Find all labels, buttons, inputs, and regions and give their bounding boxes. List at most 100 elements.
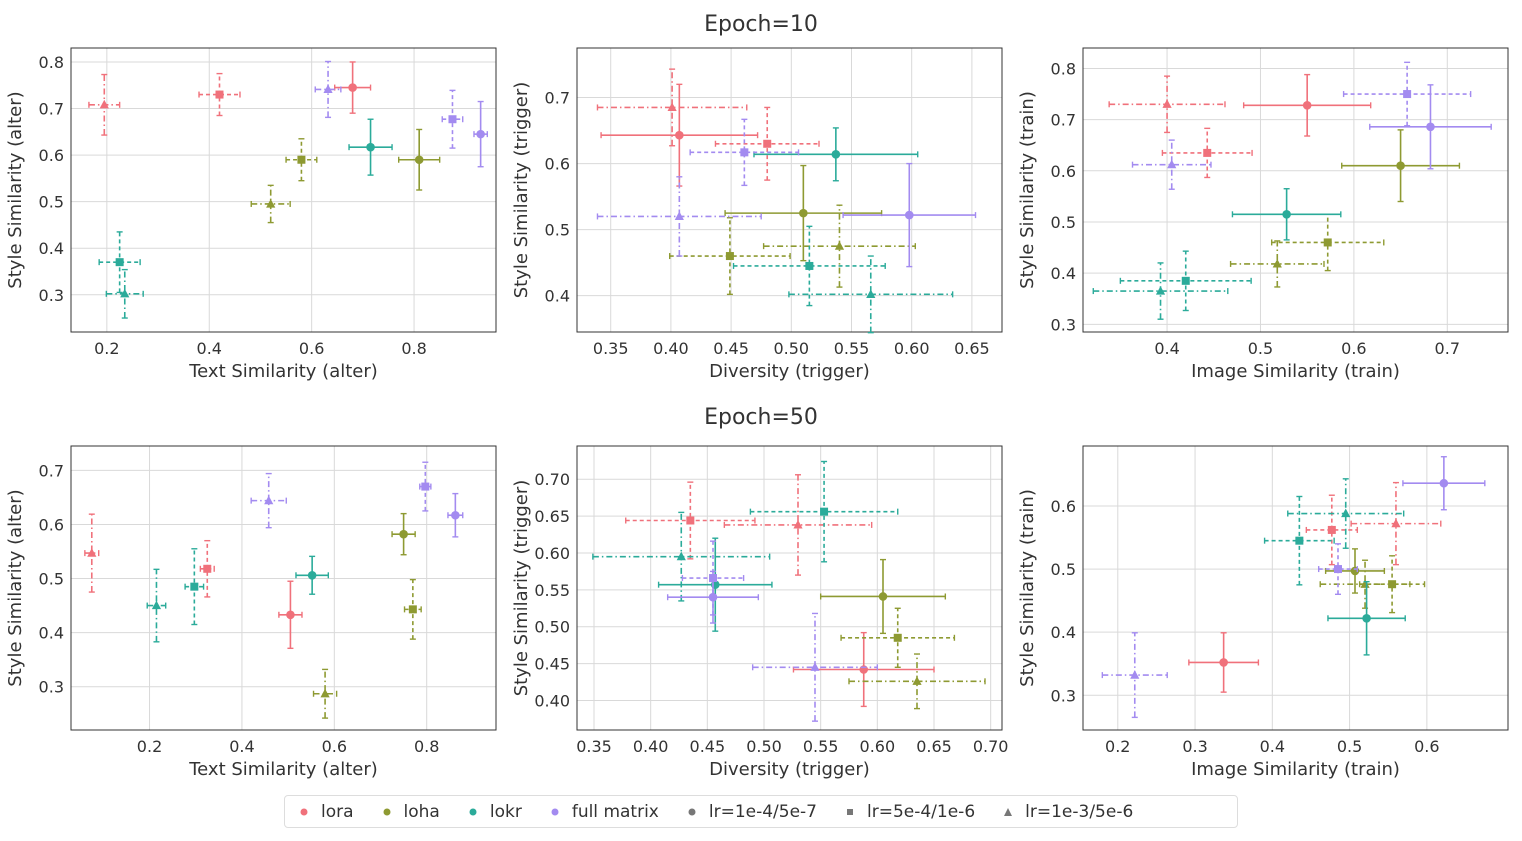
data-point-full-matrix — [689, 118, 800, 187]
triangle-marker — [1272, 258, 1282, 268]
data-point-loha — [398, 128, 441, 191]
circle-marker — [799, 208, 808, 218]
y-tick-label: 0.5 — [1051, 213, 1076, 232]
x-tick-label: 0.6 — [322, 737, 347, 756]
y-tick-label: 0.4 — [545, 287, 570, 306]
data-point-lora — [198, 72, 241, 117]
data-point-full-matrix — [447, 492, 464, 538]
data-point-lokr — [1263, 495, 1335, 586]
loha-marker-icon — [383, 808, 391, 815]
legend-label: lr=1e-3/5e-6 — [1025, 801, 1134, 822]
data-point-full-matrix — [1342, 61, 1472, 127]
legend-label: lokr — [489, 801, 522, 822]
y-tick-label: 0.4 — [39, 239, 64, 258]
data-point-lora — [1108, 75, 1226, 134]
square-marker — [805, 261, 814, 270]
data-point-lora — [723, 474, 873, 576]
y-tick-label: 0.40 — [534, 691, 570, 710]
scatter-panel-6: 0.2 0.3 0.4 0.5 0.6 0.3 0.4 0.5 0.6 Image Similar… — [1017, 445, 1509, 780]
triangle-marker — [87, 548, 97, 557]
square-marker — [763, 139, 772, 148]
square-marker — [115, 258, 124, 267]
triangle-marker — [1162, 99, 1172, 108]
square-marker — [190, 582, 199, 591]
scatter-panel-3: 0.4 0.5 0.6 0.7 0.3 0.4 0.5 0.6 0.7 0.8 Image Simi… — [1017, 47, 1509, 382]
data-point-lokr — [184, 548, 205, 626]
circle-marker — [286, 610, 295, 620]
axes-frame — [1082, 47, 1509, 333]
circle-marker — [307, 570, 317, 580]
epoch-10-title: Epoch=10 — [704, 12, 818, 37]
lokr-marker-icon — [469, 808, 477, 815]
data-point-lokr — [98, 231, 141, 294]
square-marker — [421, 482, 430, 491]
data-point-lokr — [657, 537, 773, 632]
x-tick-label: 0.65 — [916, 737, 952, 756]
circle-marker — [1219, 658, 1228, 667]
data-point-loha — [724, 164, 883, 262]
circle-marker — [348, 83, 357, 92]
data-point-loha — [1270, 213, 1385, 272]
data-point-lokr — [1231, 188, 1342, 241]
data-point-lokr — [146, 568, 167, 643]
circle-marker-icon — [688, 808, 696, 815]
square-marker — [1334, 565, 1342, 574]
y-tick-label: 0.6 — [39, 515, 64, 534]
triangle-marker — [674, 211, 684, 221]
x-tick-label: 0.2 — [1105, 737, 1130, 756]
circle-marker — [414, 155, 424, 165]
circle-marker — [366, 142, 375, 152]
data-point-full-matrix — [473, 100, 488, 168]
square-marker — [686, 516, 695, 525]
x-axis-label: Text Similarity (alter) — [188, 759, 378, 780]
axes-frame — [70, 47, 497, 333]
square-marker — [203, 564, 212, 573]
data-point-full-matrix — [250, 472, 287, 529]
data-point-loha — [403, 578, 422, 640]
legend-item-full-matrix: full matrix — [550, 802, 659, 822]
data-point-lokr — [749, 460, 899, 563]
triangle-marker — [793, 519, 803, 529]
square-marker — [297, 155, 306, 164]
x-tick-label: 0.5 — [1248, 339, 1273, 358]
y-tick-label: 0.4 — [1051, 264, 1076, 283]
legend-item-lr-2: lr=5e-4/1e-6 — [845, 802, 975, 822]
data-point-loha — [1341, 129, 1461, 203]
square-marker — [1403, 90, 1412, 99]
x-tick-label: 0.6 — [1341, 339, 1366, 358]
x-tick-label: 0.5 — [1337, 737, 1362, 756]
triangle-marker — [1130, 670, 1140, 679]
x-tick-label: 0.6 — [299, 339, 324, 358]
data-point-loha — [1229, 240, 1325, 288]
square-marker — [893, 633, 902, 642]
x-tick-label: 0.60 — [860, 737, 896, 756]
square-marker — [725, 252, 734, 261]
y-tick-label: 0.55 — [534, 581, 570, 600]
x-tick-label: 0.2 — [137, 737, 162, 756]
y-tick-label: 0.50 — [534, 618, 570, 637]
x-axis-label: Image Similarity (train) — [1191, 361, 1400, 382]
y-tick-label: 0.3 — [1051, 315, 1076, 334]
data-point-full-matrix — [1317, 543, 1359, 596]
data-point-lora — [199, 539, 215, 598]
y-tick-label: 0.7 — [545, 89, 570, 108]
y-axis-label: Style Similarity (trigger) — [511, 480, 532, 697]
data-point-lora — [600, 83, 759, 187]
data-point-loha — [819, 558, 947, 635]
x-tick-label: 0.55 — [834, 339, 870, 358]
x-tick-label: 0.40 — [653, 339, 689, 358]
data-point-lokr — [348, 118, 393, 176]
y-tick-label: 0.60 — [534, 544, 570, 563]
x-tick-label: 0.65 — [954, 339, 990, 358]
x-tick-label: 0.40 — [633, 737, 669, 756]
square-marker — [820, 507, 829, 516]
data-point-lora — [625, 481, 756, 560]
data-point-lokr — [732, 225, 886, 307]
data-point-lokr — [105, 268, 144, 319]
axes-frame — [576, 47, 1003, 333]
data-point-lokr — [788, 255, 954, 334]
x-tick-label: 0.4 — [197, 339, 222, 358]
data-point-full-matrix — [419, 461, 432, 512]
axes-frame — [1082, 445, 1509, 731]
